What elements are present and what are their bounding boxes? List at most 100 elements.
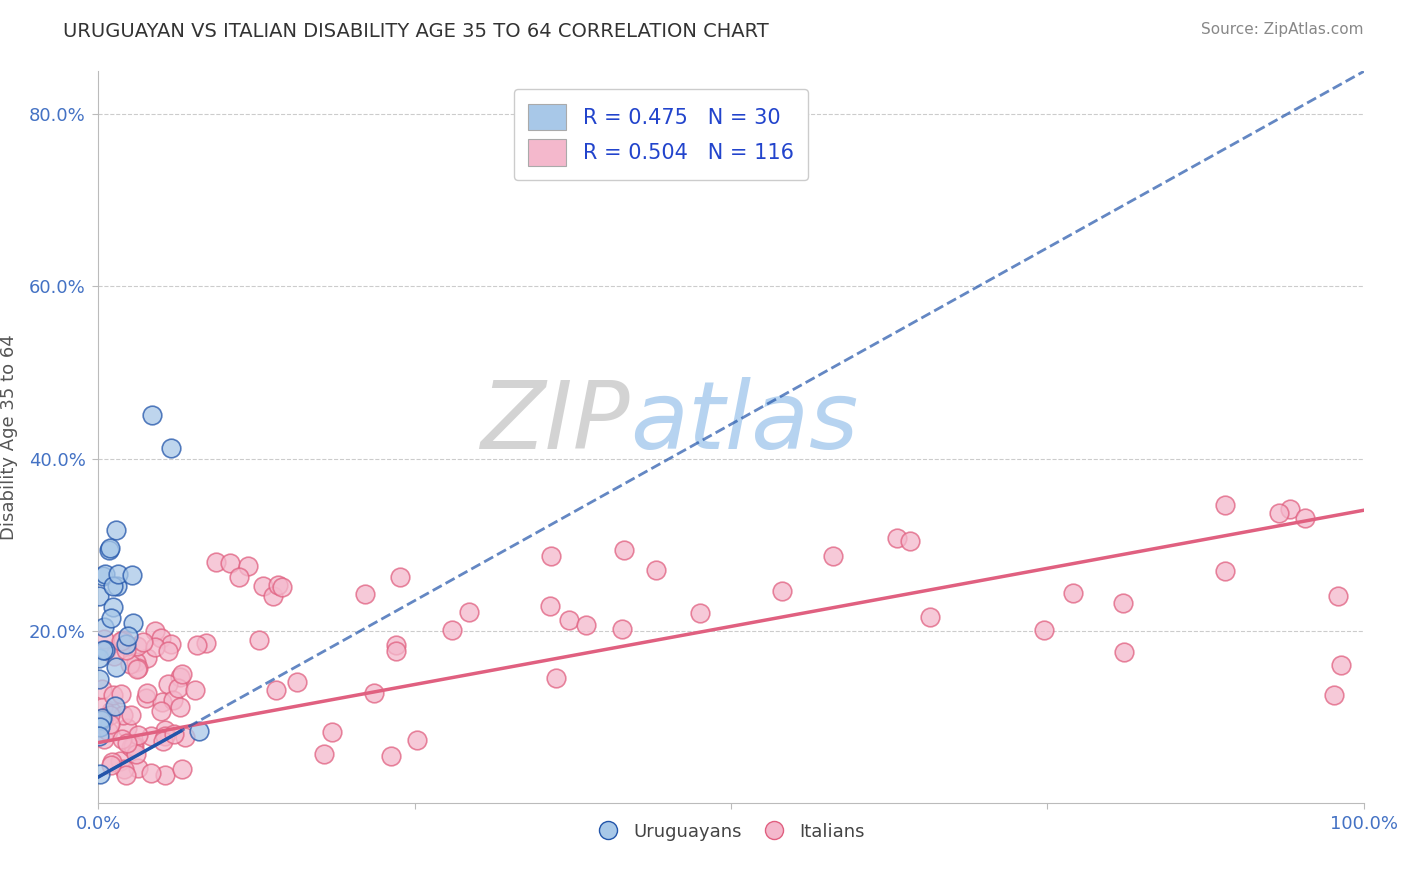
Point: [613, 543, 636, 558]
Point: [380, 748, 402, 763]
Point: [91, 713, 114, 727]
Point: [104, 523, 127, 537]
Point: [98, 543, 121, 558]
Point: [770, 583, 793, 598]
Point: [120, 708, 142, 723]
Text: URUGUAYAN VS ITALIAN DISABILITY AGE 35 TO 64 CORRELATION CHART: URUGUAYAN VS ITALIAN DISABILITY AGE 35 T…: [63, 22, 769, 41]
Point: [188, 723, 211, 738]
Point: [93, 632, 115, 646]
Point: [170, 762, 193, 776]
Text: ZIP: ZIP: [481, 377, 630, 468]
Point: [90, 682, 112, 697]
Point: [117, 629, 139, 643]
Point: [441, 624, 464, 638]
Point: [143, 624, 166, 638]
Point: [166, 681, 188, 695]
Point: [98, 707, 121, 722]
Point: [121, 568, 143, 582]
Point: [540, 549, 562, 563]
Point: [132, 635, 155, 649]
Point: [141, 408, 163, 422]
Point: [1112, 645, 1135, 659]
Point: [1279, 501, 1302, 516]
Point: [270, 580, 292, 594]
Point: [363, 686, 385, 700]
Point: [87, 673, 110, 687]
Point: [118, 657, 141, 672]
Point: [117, 736, 139, 750]
Point: [162, 693, 184, 707]
Point: [87, 590, 110, 604]
Point: [135, 690, 157, 705]
Point: [110, 687, 132, 701]
Point: [156, 644, 179, 658]
Point: [91, 569, 114, 583]
Point: [544, 671, 567, 685]
Point: [90, 713, 112, 727]
Point: [89, 720, 111, 734]
Point: [385, 638, 408, 652]
Point: [150, 704, 173, 718]
Point: [1326, 589, 1348, 603]
Point: [139, 730, 162, 744]
Point: [174, 730, 197, 744]
Point: [114, 643, 136, 657]
Point: [87, 729, 110, 743]
Point: [153, 723, 176, 738]
Point: [285, 675, 308, 690]
Point: [90, 711, 112, 725]
Point: [125, 640, 148, 654]
Point: [122, 738, 145, 752]
Point: [247, 633, 270, 648]
Point: [93, 642, 115, 657]
Point: [886, 532, 908, 546]
Point: [103, 649, 125, 664]
Point: [91, 711, 114, 725]
Point: [87, 651, 110, 665]
Point: [252, 579, 274, 593]
Point: [152, 733, 174, 747]
Point: [135, 650, 157, 665]
Point: [127, 661, 149, 675]
Point: [821, 549, 844, 563]
Point: [108, 754, 131, 768]
Point: [558, 613, 581, 627]
Point: [98, 541, 121, 555]
Point: [125, 662, 148, 676]
Point: [127, 761, 149, 775]
Point: [1213, 564, 1236, 578]
Point: [139, 765, 162, 780]
Point: [406, 733, 429, 747]
Point: [538, 599, 561, 614]
Point: [1062, 586, 1084, 600]
Point: [121, 616, 143, 631]
Point: [101, 756, 124, 770]
Point: [105, 660, 128, 674]
Point: [125, 747, 148, 761]
Point: [115, 768, 138, 782]
Point: [111, 632, 134, 647]
Point: [169, 700, 191, 714]
Point: [314, 747, 336, 761]
Point: [93, 731, 115, 746]
Point: [145, 640, 167, 654]
Point: [920, 610, 942, 624]
Point: [1294, 510, 1316, 524]
Point: [184, 682, 207, 697]
Point: [267, 578, 290, 592]
Point: [264, 682, 287, 697]
Point: [103, 688, 125, 702]
Point: [1033, 623, 1056, 637]
Legend: Uruguayans, Italians: Uruguayans, Italians: [591, 814, 872, 848]
Point: [204, 555, 226, 569]
Point: [157, 676, 180, 690]
Text: atlas: atlas: [630, 377, 858, 468]
Point: [100, 611, 122, 625]
Point: [120, 740, 142, 755]
Point: [385, 644, 408, 658]
Point: [93, 620, 115, 634]
Point: [321, 724, 343, 739]
Point: [125, 655, 148, 669]
Point: [93, 699, 115, 714]
Point: [1112, 596, 1135, 610]
